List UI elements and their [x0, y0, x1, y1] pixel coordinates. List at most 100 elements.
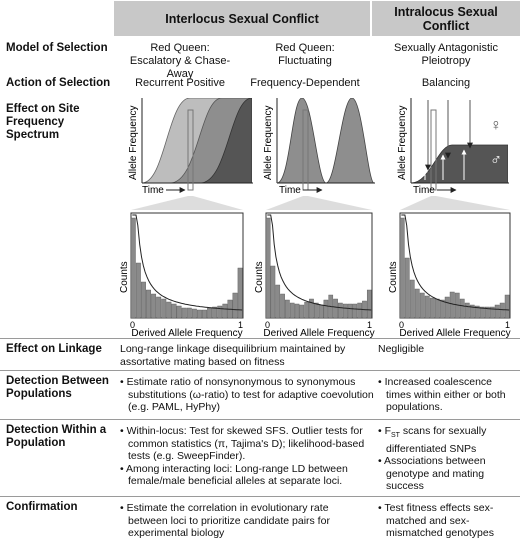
histogram-frame: [265, 212, 373, 319]
within-inter-line5: female/male beneficial alleles at separa…: [128, 475, 343, 487]
balancing-curve: [411, 144, 508, 183]
histogram-bar: [186, 307, 192, 319]
histogram-bar: [338, 302, 343, 319]
histogram-bar: [489, 306, 495, 319]
between-inter-line2: substitutions (ω-ratio) to test for adap…: [128, 388, 374, 401]
histogram-bar: [227, 299, 233, 319]
within-intra-line2: differentiated SNPs: [386, 442, 477, 455]
model-col3: Sexually Antagonistic Pleiotropy: [378, 42, 514, 68]
action-of-selection-label: Action of Selection: [6, 77, 111, 89]
between-label-line2: Populations: [6, 388, 72, 400]
histogram-bar: [202, 309, 207, 319]
divider-confirmation: [0, 496, 520, 497]
histogram-bar: [212, 306, 218, 319]
histogram-bar: [275, 284, 281, 319]
zoom-wedge-2: [266, 196, 372, 210]
within-label-line1: Detection Within a: [6, 424, 107, 436]
histogram-bar: [357, 302, 362, 319]
histogram-bar: [313, 302, 319, 319]
allele-frequency-label-2: Allele Frequency: [263, 106, 274, 180]
sweep-curve-3: [199, 98, 252, 183]
linkage-intra-text: Negligible: [378, 343, 425, 355]
histogram-bar: [459, 298, 465, 319]
histogram-bar: [484, 306, 490, 319]
intralocus-header-line2: Conflict: [422, 18, 470, 33]
model-col1-line2: Escalatory & Chase-Away: [129, 55, 231, 80]
model-col2: Red Queen: Fluctuating: [250, 42, 360, 68]
linkage-inter-text: Long-range linkage disequilibrium mainta…: [120, 343, 380, 368]
window-marker-3: [430, 109, 437, 191]
neutral-expectation-curve: [132, 214, 243, 311]
histogram-bar: [146, 289, 151, 319]
male-symbol: ♂: [490, 152, 502, 169]
window-marker-2: [302, 109, 309, 191]
histogram-bar: [166, 301, 172, 319]
histogram-bar: [265, 217, 271, 319]
allele-frequency-label-1: Allele Frequency: [128, 106, 139, 180]
within-intra-line3: • Associations between: [378, 455, 486, 468]
model-col3-line2: Pleiotropy: [421, 55, 471, 67]
sweep-curve-2: [169, 98, 252, 183]
between-intra-line1: • Increased coalescence: [378, 376, 492, 388]
within-label-line2: Population: [6, 437, 66, 449]
tick-1: 1: [238, 320, 243, 330]
histogram-bar: [171, 303, 177, 319]
histogram-bar: [280, 293, 285, 319]
interlocus-header: Interlocus Sexual Conflict: [114, 1, 370, 36]
histogram-bar: [323, 299, 329, 319]
counts-label: Counts: [388, 261, 399, 293]
histogram-bar: [469, 304, 475, 319]
tick-0: 0: [130, 320, 135, 330]
within-inter-text: • Within-locus: Test for skewed SFS. Out…: [120, 425, 382, 488]
histogram-bar: [304, 301, 309, 319]
histogram-bar: [318, 304, 324, 319]
oscillation-curve: [277, 98, 374, 183]
within-label: Detection Within a Population: [6, 424, 106, 450]
window-marker-1: [187, 109, 194, 191]
histogram-bar: [399, 217, 405, 319]
histogram-bar: [181, 307, 187, 319]
histogram-bar: [130, 217, 136, 319]
histogram-bar: [222, 303, 228, 319]
histogram-frame: [399, 212, 511, 319]
histogram-bar: [232, 292, 238, 319]
histogram-bar: [499, 302, 505, 319]
histogram-bar: [454, 292, 460, 319]
histogram-bar: [474, 305, 480, 319]
confirmation-intra-line3: mismatched genotypes: [386, 527, 494, 539]
histogram-frame: [130, 212, 244, 319]
histogram-bar: [285, 299, 290, 319]
model-col2-line1: Red Queen:: [275, 42, 335, 54]
model-of-selection-label: Model of Selection: [6, 42, 108, 54]
histogram-bar: [299, 304, 305, 319]
histogram-bar: [434, 298, 440, 319]
within-intra-text: • FST scans for sexually differentiated …: [378, 425, 518, 493]
sweep-plot-recurrent: Allele Frequency Time: [128, 98, 253, 196]
histogram-bar: [342, 303, 348, 319]
histogram-bar: [404, 257, 410, 319]
histogram-bar: [347, 303, 353, 319]
counts-label: Counts: [254, 261, 265, 293]
sweep-curve-1: [142, 98, 252, 183]
female-symbol: ♀: [490, 117, 502, 134]
between-inter-line1: • Estimate ratio of nonsynonymous to syn…: [120, 376, 356, 388]
histogram-bar: [270, 265, 276, 319]
sweep-plot-fluctuating: Allele Frequency Time: [263, 98, 375, 196]
confirmation-inter-line1: • Estimate the correlation in evolutiona…: [120, 502, 329, 514]
confirmation-intra-text: • Test fitness effects sex- matched and …: [378, 502, 518, 540]
histogram-bar: [207, 307, 213, 319]
histogram-bar: [424, 295, 430, 319]
within-inter-line1: • Within-locus: Test for skewed SFS. Out…: [120, 425, 363, 437]
histogram-bar: [176, 305, 182, 319]
interlocus-header-text: Interlocus Sexual Conflict: [165, 11, 319, 26]
allele-frequency-label-3: Allele Frequency: [397, 106, 408, 180]
histogram-bar: [479, 306, 485, 319]
action-col3: Balancing: [421, 77, 471, 89]
histogram-bar: [333, 298, 338, 319]
histogram-bar: [464, 302, 470, 319]
histogram-bar: [294, 303, 300, 319]
sfs-label-line3: Spectrum: [6, 129, 60, 141]
